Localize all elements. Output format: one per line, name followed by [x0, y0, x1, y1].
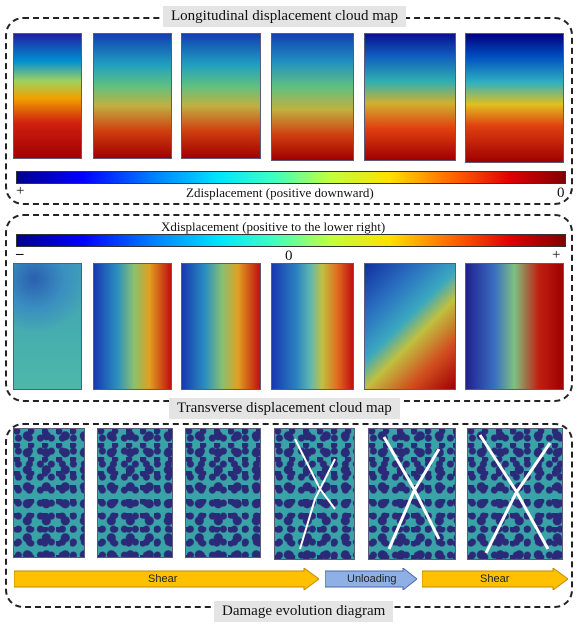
shear-arrow-2 — [422, 568, 568, 590]
arrow-shape — [325, 568, 417, 590]
longitudinal-sample-6 — [465, 33, 564, 163]
crack-overlay — [294, 438, 336, 550]
shear-arrow-1 — [14, 568, 319, 590]
crack-overlay — [382, 436, 441, 550]
unloading-arrow — [325, 568, 417, 590]
transverse-sample-4 — [271, 263, 354, 390]
shear-arrow-1-label: Shear — [148, 573, 178, 585]
longitudinal-sample-5 — [364, 33, 456, 161]
transverse-left-tick: – — [16, 246, 24, 262]
damage-sample-2 — [97, 428, 173, 558]
crack-overlay — [478, 434, 552, 554]
transverse-right-tick: + — [552, 247, 561, 263]
damage-sample-5 — [368, 428, 456, 560]
damage-sample-4 — [274, 428, 355, 560]
transverse-colorbar-label: Xdisplacement (positive to the lower rig… — [161, 219, 386, 234]
longitudinal-left-tick: + — [16, 183, 25, 199]
damage-title: Damage evolution diagram — [214, 601, 394, 622]
longitudinal-sample-1 — [13, 33, 82, 159]
damage-sample-1 — [13, 428, 85, 558]
longitudinal-colorbar-label: Zdisplacement (positive downward) — [186, 185, 374, 200]
shear-arrow-2-label: Shear — [480, 573, 510, 585]
damage-sample-3 — [185, 428, 261, 558]
arrow-shape — [14, 568, 319, 590]
longitudinal-sample-2 — [93, 33, 172, 159]
longitudinal-sample-4 — [271, 33, 354, 161]
longitudinal-colorbar — [16, 171, 566, 184]
transverse-mid-tick: 0 — [285, 248, 293, 264]
unloading-arrow-label: Unloading — [347, 573, 397, 585]
longitudinal-right-tick: 0 — [557, 185, 565, 201]
damage-sample-6 — [467, 428, 563, 560]
transverse-sample-3 — [181, 263, 261, 390]
longitudinal-sample-3 — [181, 33, 261, 159]
transverse-sample-5 — [364, 263, 456, 390]
longitudinal-title: Longitudinal displacement cloud map — [163, 6, 407, 27]
transverse-sample-6 — [465, 263, 564, 390]
arrow-shape — [422, 568, 568, 590]
transverse-sample-1 — [13, 263, 82, 390]
transverse-title: Transverse displacement cloud map — [169, 398, 400, 419]
transverse-sample-2 — [93, 263, 172, 390]
transverse-colorbar — [16, 234, 566, 247]
